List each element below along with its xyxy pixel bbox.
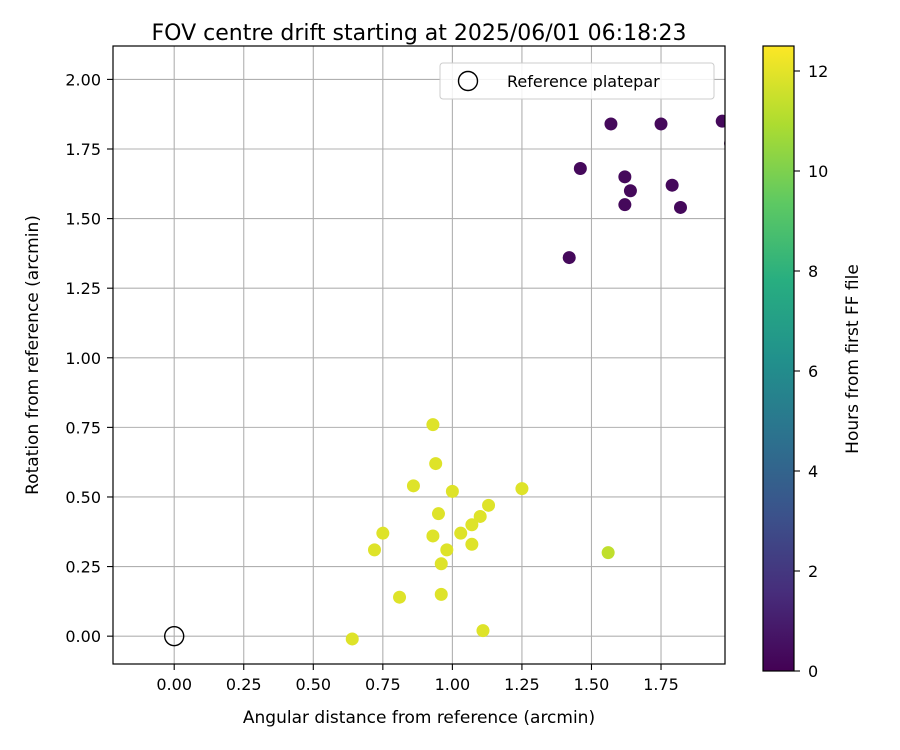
y-tick-label: 1.75 xyxy=(65,140,101,159)
x-tick-label: 0.50 xyxy=(295,675,331,694)
x-tick-label: 1.75 xyxy=(643,675,679,694)
data-point xyxy=(618,198,632,212)
data-point xyxy=(434,587,448,601)
y-tick-label: 1.50 xyxy=(65,210,101,229)
legend-marker xyxy=(457,70,479,92)
data-point xyxy=(393,590,407,604)
data-point xyxy=(618,170,632,184)
plot-frame xyxy=(112,45,726,665)
data-point xyxy=(426,529,440,543)
data-point xyxy=(429,457,443,471)
data-point xyxy=(601,546,615,560)
x-axis-label: Angular distance from reference (arcmin) xyxy=(243,708,595,728)
colorbar: 0 2 4 6 8 10 12 Hours from first FF file xyxy=(762,45,863,681)
y-axis-label: Rotation from reference (arcmin) xyxy=(23,215,43,495)
data-points xyxy=(345,114,725,646)
x-tick-label: 0.75 xyxy=(365,675,401,694)
data-point xyxy=(623,184,637,198)
data-point xyxy=(465,518,479,532)
x-axis-ticks: 0.00 0.25 0.50 0.75 1.00 1.25 1.50 1.75 xyxy=(156,664,679,694)
colorbar-frame xyxy=(762,45,795,672)
y-tick-label: 0.25 xyxy=(65,558,101,577)
legend: Reference platepar xyxy=(439,62,715,100)
reference-marker xyxy=(163,625,185,647)
y-tick-label: 0.00 xyxy=(65,627,101,646)
y-tick-label: 1.00 xyxy=(65,349,101,368)
data-point xyxy=(345,632,359,646)
data-point xyxy=(604,117,618,131)
y-tick-label: 0.75 xyxy=(65,418,101,437)
data-point xyxy=(482,498,496,512)
y-tick-label: 2.00 xyxy=(65,70,101,89)
colorbar-tick-label: 4 xyxy=(808,462,818,481)
data-point xyxy=(673,200,687,214)
data-point xyxy=(724,140,725,147)
data-point xyxy=(367,543,381,557)
data-point xyxy=(562,251,576,265)
x-tick-label: 1.25 xyxy=(504,675,540,694)
x-tick-label: 1.50 xyxy=(574,675,610,694)
colorbar-tick-label: 2 xyxy=(808,562,818,581)
legend-box xyxy=(439,62,715,100)
data-point xyxy=(431,507,445,521)
y-tick-label: 1.25 xyxy=(65,279,101,298)
data-point xyxy=(573,161,587,175)
data-point xyxy=(465,537,479,551)
x-tick-label: 0.00 xyxy=(156,675,192,694)
legend-label: Reference platepar xyxy=(507,72,660,91)
colorbar-tick-label: 0 xyxy=(808,662,818,681)
x-tick-label: 1.00 xyxy=(435,675,471,694)
data-point xyxy=(476,624,490,638)
reference-marker-group xyxy=(163,625,185,647)
y-tick-label: 0.50 xyxy=(65,488,101,507)
data-point xyxy=(473,509,487,523)
data-point xyxy=(426,418,440,432)
data-point xyxy=(665,178,679,192)
colorbar-ticks: 0 2 4 6 8 10 12 xyxy=(794,62,828,681)
colorbar-tick-label: 10 xyxy=(808,162,828,181)
data-point xyxy=(515,482,529,496)
data-point xyxy=(376,526,390,540)
data-point xyxy=(715,114,725,128)
colorbar-tick-label: 8 xyxy=(808,262,818,281)
data-point xyxy=(406,479,420,493)
colorbar-tick-label: 12 xyxy=(808,62,828,81)
data-point xyxy=(434,557,448,571)
colorbar-tick-label: 6 xyxy=(808,362,818,381)
data-point xyxy=(440,543,454,557)
chart-title: FOV centre drift starting at 2025/06/01 … xyxy=(152,21,687,46)
data-point xyxy=(454,526,468,540)
colorbar-label: Hours from first FF file xyxy=(843,264,863,454)
colorbar-gradient xyxy=(763,46,794,671)
data-point xyxy=(445,484,459,498)
x-tick-label: 0.25 xyxy=(226,675,262,694)
grid xyxy=(113,46,725,664)
data-point xyxy=(654,117,668,131)
y-axis-ticks: 0.00 0.25 0.50 0.75 1.00 1.25 1.50 1.75 2.00 xyxy=(65,70,113,646)
